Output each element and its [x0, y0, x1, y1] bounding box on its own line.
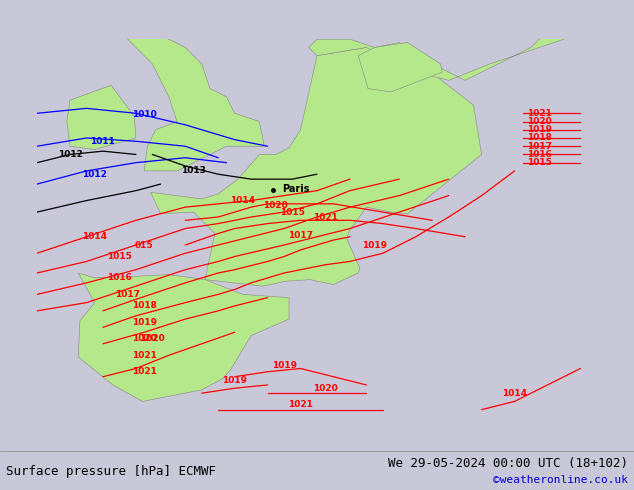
Text: 1017: 1017: [115, 290, 140, 299]
Text: 1012: 1012: [58, 150, 82, 159]
Text: 1010: 1010: [132, 110, 157, 120]
Text: ©weatheronline.co.uk: ©weatheronline.co.uk: [493, 475, 628, 485]
Text: 1015: 1015: [107, 252, 132, 261]
Text: 1021: 1021: [313, 213, 338, 221]
Polygon shape: [151, 48, 482, 286]
Text: 1018: 1018: [527, 133, 552, 143]
Text: 1015: 1015: [280, 208, 305, 217]
Text: 1020: 1020: [313, 384, 338, 393]
Text: 1019: 1019: [132, 318, 157, 327]
Text: 1021: 1021: [132, 368, 157, 376]
Text: We 29-05-2024 00:00 UTC (18+102): We 29-05-2024 00:00 UTC (18+102): [387, 457, 628, 470]
Text: 1020: 1020: [264, 201, 288, 210]
Text: 1014: 1014: [502, 389, 527, 398]
Text: 1019: 1019: [271, 361, 297, 369]
Polygon shape: [78, 273, 289, 401]
Text: 015: 015: [135, 241, 153, 249]
Text: 1021: 1021: [527, 109, 552, 118]
Text: 1019: 1019: [222, 375, 247, 385]
Text: 1011: 1011: [91, 137, 115, 146]
Text: 1016: 1016: [527, 150, 552, 159]
Text: 1012: 1012: [82, 170, 107, 179]
Text: 1017: 1017: [527, 142, 552, 151]
Text: 1020: 1020: [132, 334, 157, 343]
Text: 1020: 1020: [140, 334, 165, 343]
Text: 1018: 1018: [132, 301, 157, 311]
Text: 1015: 1015: [527, 158, 552, 167]
Text: Paris: Paris: [282, 184, 310, 195]
Polygon shape: [127, 31, 264, 171]
Text: 1019: 1019: [362, 241, 387, 249]
Polygon shape: [358, 43, 442, 92]
Text: 1016: 1016: [107, 273, 132, 282]
Polygon shape: [309, 15, 564, 80]
Polygon shape: [67, 85, 136, 149]
Text: Surface pressure [hPa] ECMWF: Surface pressure [hPa] ECMWF: [6, 465, 216, 478]
Text: 1021: 1021: [132, 351, 157, 360]
Text: 1019: 1019: [527, 125, 552, 134]
Text: 1013: 1013: [181, 167, 206, 175]
Text: 1020: 1020: [527, 117, 552, 126]
Text: 1014: 1014: [82, 232, 107, 241]
Text: 1014: 1014: [230, 196, 256, 205]
Text: 1021: 1021: [288, 400, 313, 409]
Text: 1017: 1017: [288, 231, 313, 240]
